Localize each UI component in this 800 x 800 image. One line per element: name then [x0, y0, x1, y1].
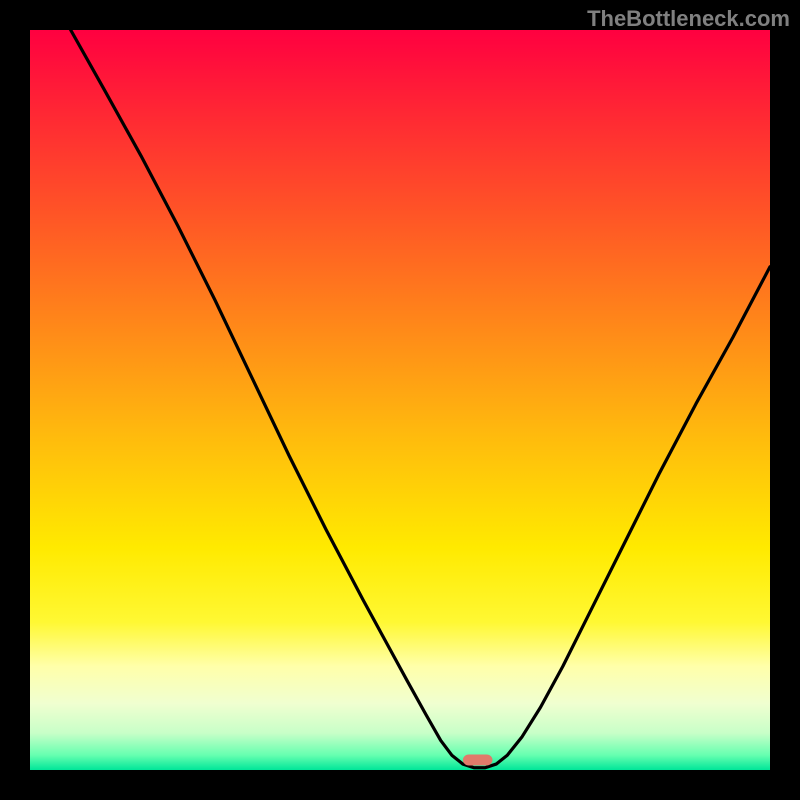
- plot-background: [30, 30, 770, 770]
- watermark-text: TheBottleneck.com: [587, 6, 790, 32]
- chart-svg: [0, 0, 800, 800]
- bottleneck-chart: TheBottleneck.com: [0, 0, 800, 800]
- minimum-marker: [463, 754, 493, 765]
